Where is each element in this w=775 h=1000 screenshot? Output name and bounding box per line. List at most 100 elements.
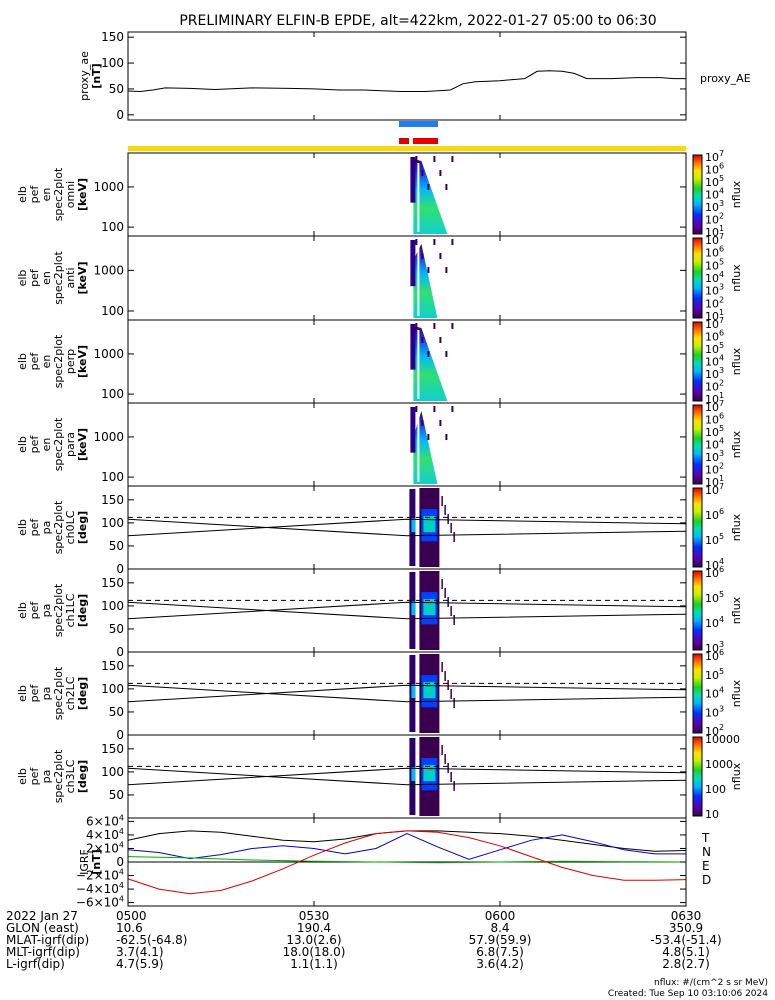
colorbar-tick-label: 105 [705,532,724,547]
spectrogram-speckle [451,406,454,412]
ephemeris-cell: 2.8(2.7) [662,957,710,971]
pa-speckle [441,579,443,589]
pa-center [423,764,436,782]
colorbar-tick-label: 106 [705,507,724,522]
y-tick-label: 0 [116,645,124,659]
colorbar-title: nflux [730,180,743,208]
y-axis-label-line: [nT] [90,849,103,874]
anti-loss-cone-line [127,601,687,620]
y-tick-label: 0 [116,728,124,742]
spectrogram-fill [413,159,448,234]
axes-box [127,568,687,653]
colorbar-gradient [692,321,703,402]
spectrogram-fill [413,411,438,484]
ephemeris-cell: -53.4(-51.4) [650,933,721,947]
spectrogram-speckle [439,337,442,343]
ephemeris-cell: 0530 [299,909,330,923]
spectrogram-speckle [427,351,430,357]
y-axis-label-line: spec2plot [52,334,65,388]
heatmap-perp [410,323,454,401]
pa-speckle [444,754,446,764]
y-tick-label: 1000 [93,347,124,361]
spectrogram-speckle [445,267,448,273]
y-tick-label: 1000 [93,263,124,277]
y-axis-label-line: en [40,355,53,369]
y-axis-label-line: spec2plot [52,417,65,471]
y-axis-label-line: spec2plot [52,167,65,221]
spectrogram-speckle [445,351,448,357]
loss-cone-line [127,601,687,620]
pa-speckle [447,763,449,773]
y-tick-label: 150 [101,30,124,44]
y-axis-label-line: elb [16,519,29,536]
y-axis-label-line: spec2plot [52,500,65,554]
ephemeris-cell: 1.1(1.1) [290,957,338,971]
spectrogram-speckle [439,253,442,259]
figure-title: PRELIMINARY ELFIN-B EPDE, alt=422km, 202… [179,13,656,29]
y-axis-label-line: pef [28,601,41,620]
y-axis-label-line: [deg] [76,511,89,544]
pa-speckle [450,689,452,699]
spectrogram-speckle [421,337,424,343]
pa-speckle [444,505,446,515]
y-axis-label-line: elb [16,353,29,370]
pa-speckle [444,671,446,681]
y-axis-label-line: elb [16,768,29,785]
spectrogram-speckle [427,267,430,273]
y-tick-label: 50 [109,622,124,636]
spectrogram-speckle [445,184,448,190]
colorbar-gradient [692,570,703,651]
ephemeris-cell: 3.7(4.1) [116,945,164,959]
y-axis-label-line: pef [28,185,41,204]
pa-speckle [453,698,455,708]
y-axis-label-line: [deg] [76,760,89,793]
spectrogram-speckle [451,323,454,329]
pa-speckle [441,496,443,506]
heatmap-ch1LC [409,571,455,650]
spectrogram-edge [410,240,416,287]
ephemeris-row-label: MLT-igrf(dip) [6,945,80,959]
spectrogram-edge [410,324,416,370]
series-line-E [127,856,687,864]
y-axis-label-line: perp [64,349,77,374]
ephemeris-cell: 0500 [116,909,147,923]
ephemeris-cell: 0630 [671,909,702,923]
loss-cone-line [127,767,687,786]
colorbar-title: nflux [730,513,743,541]
y-tick-label: 150 [101,493,124,507]
y-axis-label-line: pa [40,687,53,701]
y-tick-label: 50 [109,788,124,802]
heatmap-ch3LC [409,737,455,816]
ephemeris-row-label: GLON (east) [6,921,79,935]
colorbar-gradient [692,487,703,568]
loss-cone-line [127,684,687,703]
anti-loss-cone-line [127,767,687,786]
pa-center [423,681,436,699]
spectrogram-gap [417,330,420,399]
science-zone-red-bar-b [413,138,438,144]
y-tick-label: 100 [101,765,124,779]
spectrogram-speckle [427,184,430,190]
y-axis-label-line: en [40,188,53,202]
colorbar-gradient [692,237,703,319]
pa-left-core [411,518,416,533]
y-axis-label-line: elb [16,685,29,702]
colorbar-title: nflux [730,430,743,458]
legend-entry-T: T [701,831,710,845]
y-axis-label-line: [deg] [76,594,89,627]
science-zone-blue-bar [399,121,438,127]
y-tick-label: −4×104 [76,881,124,896]
colorbar-gradient [692,736,703,817]
y-tick-label: 1000 [93,430,124,444]
ephemeris-cell: 8.4 [490,921,509,935]
spectrogram-fill [413,244,438,318]
ephemeris-cell: 190.4 [297,921,331,935]
pa-speckle [441,745,443,755]
pa-speckle [447,597,449,607]
ephemeris-cell: 57.9(59.9) [469,933,532,947]
spectrogram-speckle [445,434,448,440]
y-tick-label: 100 [101,516,124,530]
